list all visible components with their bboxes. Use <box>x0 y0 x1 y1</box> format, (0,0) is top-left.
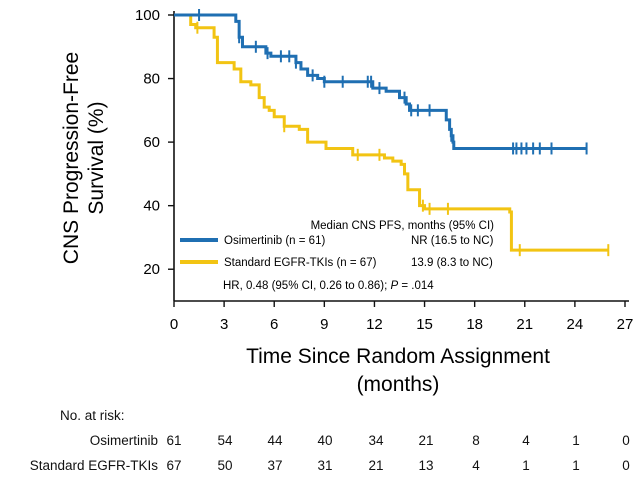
legend-series-name: Osimertinib (n = 61) <box>224 235 325 247</box>
axes: 20 40 60 80 100 0 3 6 9 12 15 18 21 24 27 <box>135 7 633 333</box>
risk-cell: 0 <box>622 458 630 473</box>
y-axis-title-line: CNS Progression-Free <box>60 52 83 264</box>
risk-cell: 13 <box>418 458 434 473</box>
risk-cell: 1 <box>572 458 580 473</box>
risk-cell: 21 <box>368 458 384 473</box>
risk-cell: 50 <box>217 458 233 473</box>
risk-cell: 40 <box>317 433 333 448</box>
y-axis-title-line: Survival (%) <box>85 101 108 214</box>
legend-median: 13.9 (8.3 to NC) <box>411 257 493 269</box>
risk-cell: 54 <box>217 433 233 448</box>
y-tick-label: 100 <box>135 7 160 24</box>
risk-cell: 1 <box>572 433 580 448</box>
x-tick-label: 21 <box>516 316 533 333</box>
risk-cell: 0 <box>622 433 630 448</box>
series-layer <box>174 9 610 257</box>
y-axis-title: CNS Progression-FreeSurvival (%) <box>60 52 108 264</box>
x-tick-label: 27 <box>617 316 634 333</box>
y-tick-label: 60 <box>143 134 160 151</box>
km-curve-osimertinib <box>174 13 587 150</box>
hr-p-label: P <box>390 280 398 292</box>
x-tick-label: 15 <box>416 316 433 333</box>
x-axis-title-line: Time Since Random Assignment <box>246 345 550 368</box>
x-axis-title-line: (months) <box>357 373 440 396</box>
x-tick-label: 0 <box>170 316 178 333</box>
legend: Median CNS PFS, months (95% CI) Osimertin… <box>180 220 494 292</box>
x-tick-label: 24 <box>567 316 584 333</box>
risk-cell: 1 <box>522 458 530 473</box>
risk-cell: 8 <box>472 433 480 448</box>
x-axis-title: Time Since Random Assignment (months) <box>246 345 550 396</box>
axis-titles: CNS Progression-FreeSurvival (%) Time Sin… <box>60 52 550 396</box>
hr-text: HR, 0.48 (95% CI, 0.26 to 0.86); <box>223 280 390 292</box>
risk-cell: 67 <box>166 458 182 473</box>
risk-table-title: No. at risk: <box>60 408 125 423</box>
risk-cell: 21 <box>418 433 434 448</box>
risk-row-label: Standard EGFR-TKIs <box>29 458 158 473</box>
x-tick-label: 3 <box>220 316 228 333</box>
legend-hazard-ratio: HR, 0.48 (95% CI, 0.26 to 0.86); P = .01… <box>223 280 434 292</box>
legend-series-name: Standard EGFR-TKIs (n = 67) <box>224 257 377 269</box>
risk-cell: 34 <box>368 433 384 448</box>
risk-cell: 61 <box>166 433 182 448</box>
x-tick-label: 9 <box>320 316 328 333</box>
x-tick-label: 18 <box>466 316 483 333</box>
hr-p-value: = .014 <box>398 280 434 292</box>
x-tick-label: 6 <box>270 316 278 333</box>
y-tick-label: 80 <box>143 71 160 88</box>
risk-cell: 37 <box>267 458 283 473</box>
risk-cell: 4 <box>472 458 480 473</box>
y-tick-label: 40 <box>143 198 160 215</box>
risk-cell: 31 <box>317 458 333 473</box>
y-tick-label: 20 <box>143 261 160 278</box>
x-tick-label: 12 <box>366 316 383 333</box>
risk-row-label: Osimertinib <box>89 433 158 448</box>
legend-header: Median CNS PFS, months (95% CI) <box>311 220 495 232</box>
legend-median: NR (16.5 to NC) <box>411 235 494 247</box>
risk-cell: 44 <box>267 433 283 448</box>
km-curve-standard-egfr-tkis <box>174 13 609 252</box>
risk-cell: 4 <box>522 433 530 448</box>
